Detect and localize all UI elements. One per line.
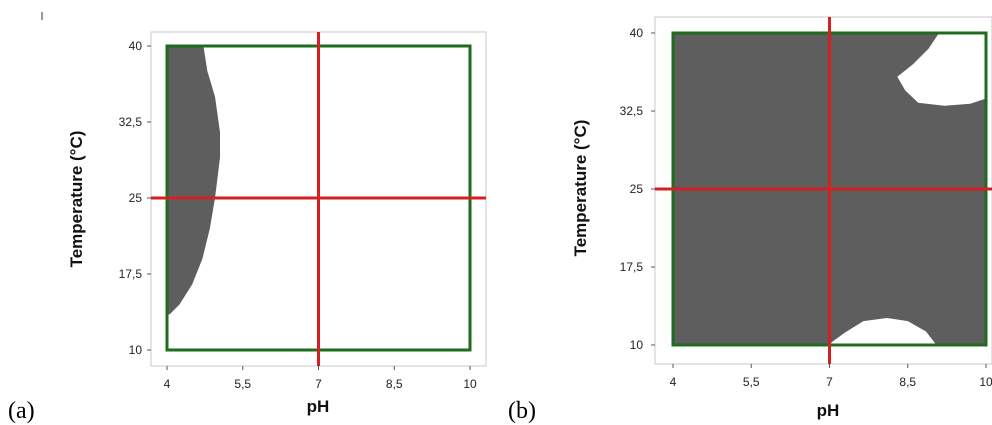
x-axis-title: pH	[817, 401, 840, 420]
y-tick-label: 17,5	[119, 267, 143, 281]
chart-panel-b: 4 5,5 7 8,5 10 10 17,5 25 32,5 40 pH Temperature …	[508, 16, 992, 424]
x-tick-label: 8,5	[899, 375, 916, 389]
excluded-region	[829, 318, 937, 345]
panel-label: (b)	[508, 398, 536, 424]
y-tick-label: 17,5	[620, 260, 644, 274]
panel-label: (a)	[8, 398, 35, 424]
x-tick-label: 8,5	[386, 377, 403, 391]
feasible-region	[167, 46, 220, 315]
x-tick-label: 10	[463, 377, 477, 391]
x-tick-label: 10	[979, 375, 992, 389]
y-tick-label: 10	[630, 338, 644, 352]
x-tick-label: 7	[826, 375, 833, 389]
y-tick-label: 25	[129, 191, 143, 205]
y-tick-label: 40	[630, 26, 644, 40]
region-group	[167, 46, 220, 315]
overlay-group	[151, 32, 486, 366]
x-tick-label: 7	[315, 377, 322, 391]
x-tick-label: 5,5	[234, 377, 251, 391]
chart-panel-a: 4 5,5 7 8,5 10 10 17,5 25 32,5 40 pH Temperature …	[8, 31, 487, 424]
y-tick-label: 40	[129, 39, 143, 53]
x-tick-label: 4	[164, 377, 171, 391]
excluded-region	[897, 33, 986, 106]
x-tick-label: 4	[670, 375, 677, 389]
tick-group: 4 5,5 7 8,5 10 10 17,5 25 32,5 40	[620, 26, 992, 389]
tick-group: 4 5,5 7 8,5 10 10 17,5 25 32,5 40	[119, 39, 477, 391]
y-axis-title: Temperature (°C)	[571, 120, 590, 257]
overlay-group	[655, 17, 992, 364]
y-axis-title: Temperature (°C)	[67, 131, 86, 268]
y-tick-label: 25	[630, 182, 644, 196]
x-tick-label: 5,5	[743, 375, 760, 389]
y-tick-label: 10	[129, 343, 143, 357]
y-tick-label: 32,5	[620, 104, 644, 118]
y-tick-label: 32,5	[119, 115, 143, 129]
x-axis-title: pH	[307, 397, 330, 416]
